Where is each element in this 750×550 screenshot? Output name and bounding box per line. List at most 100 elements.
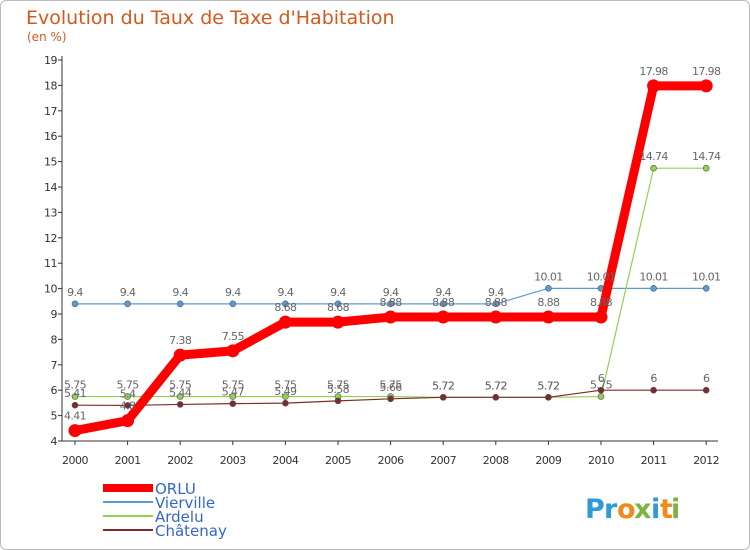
data-label: 7.55 — [222, 330, 245, 343]
legend-label: Ardelu — [155, 508, 204, 526]
data-label: 8.68 — [274, 301, 297, 314]
y-tick-label: 5 — [51, 410, 58, 423]
data-label: 8.88 — [485, 296, 508, 309]
data-point — [173, 348, 187, 362]
data-label: 8.88 — [432, 296, 455, 309]
data-point — [597, 386, 605, 394]
y-tick-label: 8 — [51, 333, 58, 346]
chart-subtitle: (en %) — [27, 30, 67, 44]
data-point — [124, 393, 131, 400]
logo-letter: o — [617, 494, 636, 525]
x-tick-label: 2001 — [115, 454, 141, 467]
x-tick-label: 2012 — [693, 454, 719, 467]
data-label: 9.4 — [278, 286, 294, 299]
y-tick-label: 13 — [44, 206, 57, 219]
data-point — [334, 397, 342, 405]
data-point — [650, 285, 657, 292]
data-point — [121, 414, 135, 428]
y-tick-label: 7 — [51, 359, 58, 372]
x-tick-label: 2003 — [220, 454, 246, 467]
data-point — [176, 300, 184, 308]
data-label: 4.8 — [120, 400, 136, 413]
data-point — [489, 310, 503, 324]
data-label: 5.47 — [222, 386, 245, 399]
x-tick-label: 2002 — [167, 454, 193, 467]
data-point — [702, 386, 710, 394]
x-tick-label: 2007 — [430, 454, 456, 467]
data-label: 8.88 — [537, 296, 560, 309]
data-label: 6 — [703, 372, 710, 385]
data-label: 5.75 — [590, 379, 613, 392]
data-label: 9.4 — [172, 286, 188, 299]
data-point — [282, 399, 289, 407]
data-point — [124, 402, 131, 409]
logo-letter: t — [660, 494, 673, 525]
y-tick-label: 10 — [44, 283, 57, 296]
data-point — [436, 310, 450, 324]
data-label: 10.01 — [534, 270, 563, 283]
data-point — [334, 300, 342, 308]
data-label: 9.4 — [225, 286, 241, 299]
logo-letter: i — [671, 494, 680, 525]
series-chtenay — [71, 386, 710, 409]
chart-title: Evolution du Taux de Taxe d'Habitation — [26, 7, 395, 29]
data-label: 9.4 — [330, 286, 346, 299]
data-label: 5.75 — [169, 379, 192, 392]
axes: 4 5 6 7 8 9 10 11 12 13 14 15 16 17 18 19 2000 2001 2002 20… — [44, 54, 720, 467]
data-label: 10.01 — [692, 270, 721, 283]
data-point — [331, 315, 345, 329]
data-label: 14.74 — [639, 150, 668, 163]
data-point — [229, 400, 237, 407]
series-vierville — [71, 285, 710, 308]
data-label: 5.75 — [117, 379, 140, 392]
logo-letter: r — [604, 494, 618, 525]
data-point — [702, 285, 710, 292]
data-label: 9.4 — [67, 286, 83, 299]
data-point — [594, 310, 608, 324]
x-tick-label: 2011 — [641, 454, 667, 467]
data-point — [492, 300, 500, 308]
data-label: 5.72 — [537, 379, 559, 392]
data-point — [545, 285, 552, 292]
y-tick-label: 15 — [44, 156, 57, 169]
data-label: 8.88 — [590, 296, 613, 309]
data-label: 5.72 — [432, 379, 454, 392]
legend-label: Châtenay — [155, 522, 227, 540]
data-label: 9.4 — [383, 286, 399, 299]
data-point — [699, 79, 713, 93]
y-tick-label: 14 — [44, 181, 57, 194]
data-label: 10.01 — [639, 270, 668, 283]
data-label: 9.4 — [488, 286, 504, 299]
data-point — [492, 394, 500, 401]
data-point — [439, 394, 447, 401]
data-label: 5.72 — [485, 379, 507, 392]
data-label: 5.72 — [432, 379, 454, 392]
data-point — [650, 386, 657, 394]
y-tick-label: 6 — [51, 384, 58, 397]
logo-letter: P — [585, 494, 605, 525]
logo-letter: i — [651, 494, 660, 525]
data-point — [282, 300, 289, 308]
y-tick-label: 9 — [51, 308, 58, 321]
series-layer — [68, 79, 713, 438]
data-point — [71, 393, 79, 400]
y-tick-label: 18 — [44, 79, 57, 92]
data-label: 5.58 — [327, 383, 350, 396]
data-point — [387, 300, 394, 308]
data-point — [384, 310, 398, 324]
x-tick-label: 2004 — [272, 454, 298, 467]
y-tick-label: 16 — [44, 130, 57, 143]
data-label: 5.72 — [485, 379, 507, 392]
data-label: 5.72 — [537, 379, 559, 392]
data-labels-layer: 9.4 9.4 9.4 9.4 9.4 9.4 9.4 9.4 9.4 10.01 10.01 10.… — [64, 65, 722, 423]
data-point — [226, 344, 240, 358]
x-tick-label: 2000 — [62, 454, 88, 467]
data-point — [387, 395, 394, 403]
data-label: 8.88 — [380, 296, 403, 309]
x-tick-label: 2008 — [483, 454, 509, 467]
data-label: 5.49 — [274, 385, 297, 398]
data-point — [439, 300, 447, 308]
data-label: 5.75 — [274, 379, 297, 392]
data-point — [68, 424, 82, 438]
